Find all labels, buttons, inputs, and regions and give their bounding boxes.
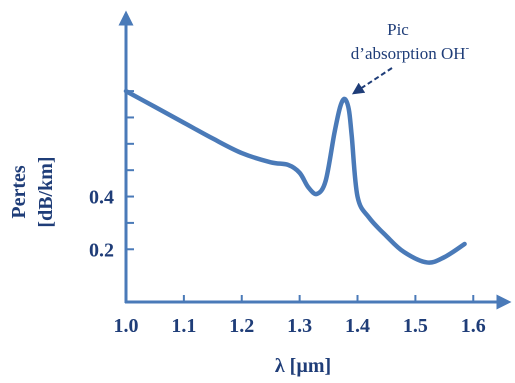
loss-curve [123,88,467,265]
y-tick-label: 0.2 [89,239,114,261]
x-tick-label: 1.2 [229,315,254,337]
x-axis-ticks: 1.0 1.1 1.2 1.3 1.4 1.5 1.6 [114,295,486,337]
x-tick-label: 1.1 [171,315,196,337]
x-tick-label: 1.6 [461,315,486,337]
annotation-line2: d’absorption OH- [351,42,470,63]
y-axis-ticks: 0.2 0.4 [89,90,134,261]
x-tick-label: 1.4 [345,315,370,337]
annotation-line2-text: d’absorption OH [351,44,466,63]
y-tick-label: 0.4 [89,187,114,209]
y-axis-title-line2: [dB/km] [35,156,57,227]
x-tick-label: 1.5 [403,315,428,337]
annotation-line1: Pic [387,20,409,39]
annotation-arrow [351,67,393,95]
y-axis-title-line1: Pertes [8,165,30,219]
y-axis-title: Pertes [dB/km] [8,156,57,227]
annotation-superscript: - [466,42,470,54]
x-tick-label: 1.3 [287,315,312,337]
x-axis-title: λ [µm] [275,355,331,377]
x-tick-label: 1.0 [114,315,139,337]
